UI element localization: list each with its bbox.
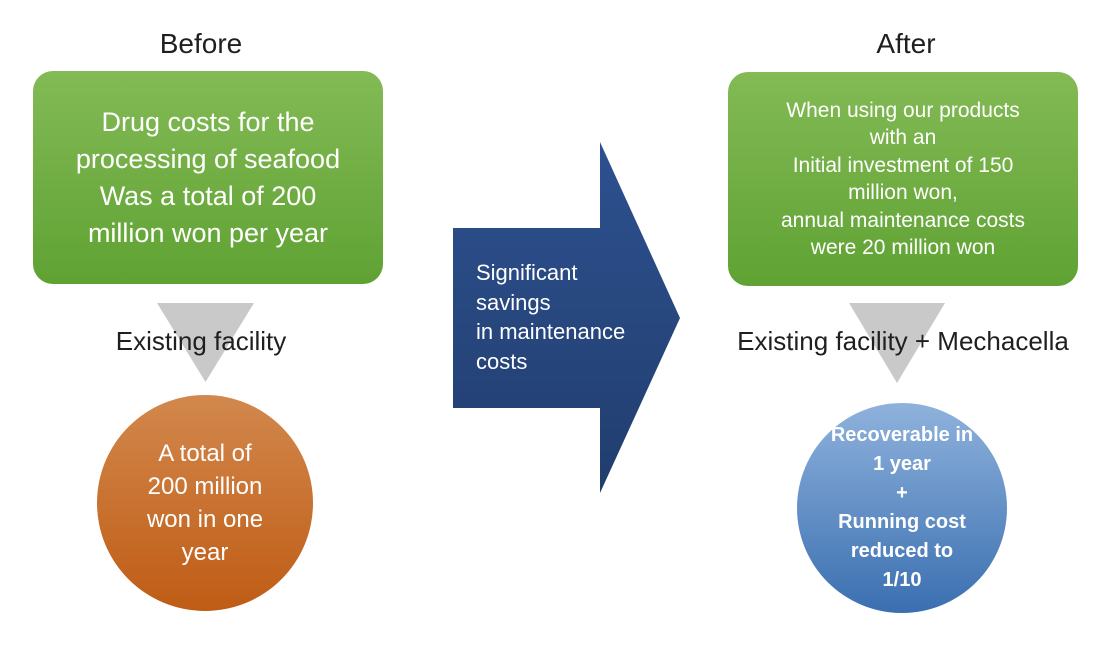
- after-facility-label: Existing facility + Mechacella: [737, 326, 1069, 356]
- after-cost-box: When using our products with an Initial …: [728, 72, 1078, 286]
- after-result-circle: Recoverable in 1 year + Running cost red…: [797, 403, 1007, 613]
- after-cost-box-text: When using our products with an Initial …: [781, 98, 1025, 260]
- savings-arrow-text: Significant savings in maintenance costs: [476, 260, 626, 374]
- before-total-circle-text: A total of 200 million won in one year: [146, 440, 264, 566]
- after-result-circle-text: Recoverable in 1 year + Running cost red…: [830, 424, 974, 591]
- before-heading: Before: [159, 28, 243, 59]
- right-arrow-icon: [453, 142, 680, 493]
- before-total-circle: A total of 200 million won in one year: [97, 395, 313, 611]
- before-cost-box: Drug costs for the processing of seafood…: [33, 71, 383, 284]
- after-heading: After: [876, 28, 936, 59]
- before-facility-label: Existing facility: [115, 326, 287, 356]
- before-cost-box-text: Drug costs for the processing of seafood…: [75, 106, 341, 248]
